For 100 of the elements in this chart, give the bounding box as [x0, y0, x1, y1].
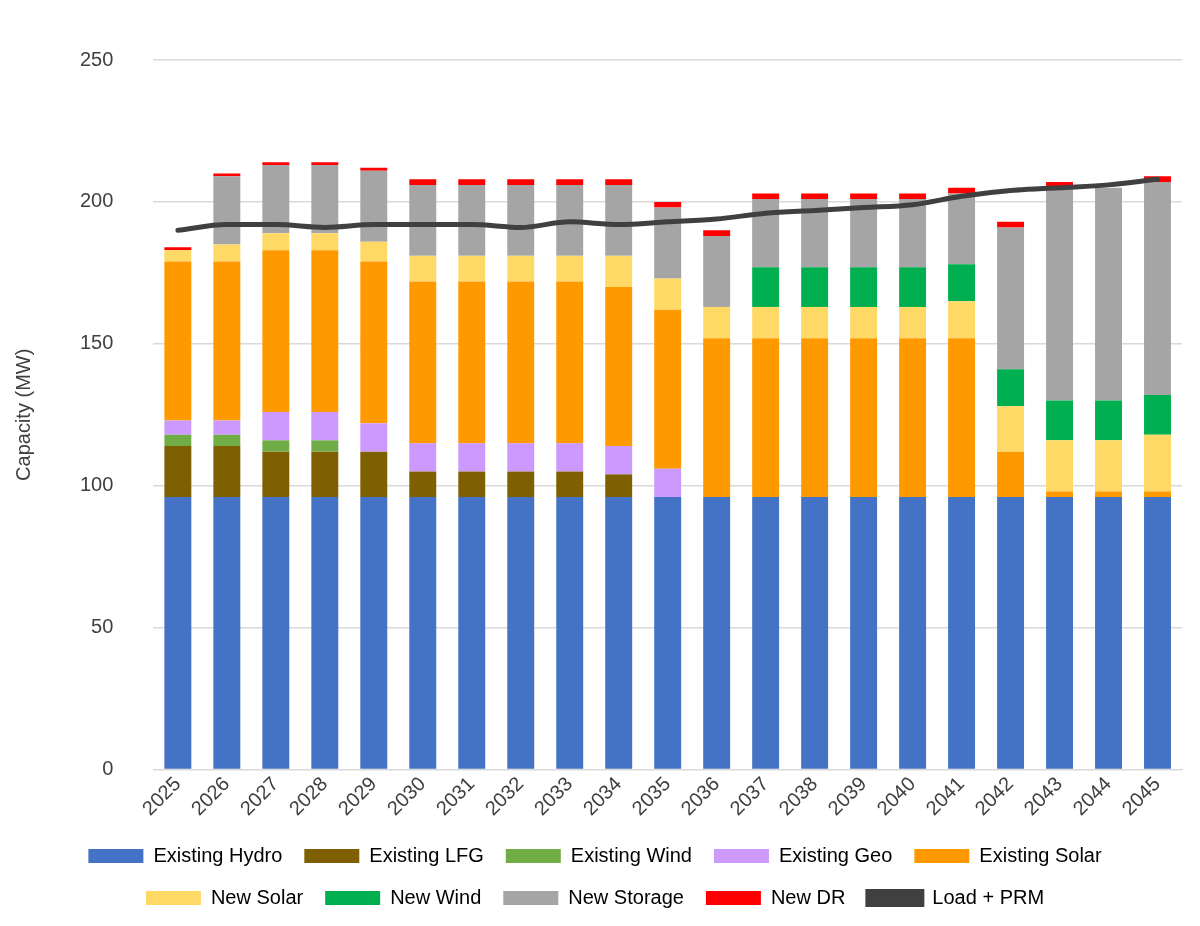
bar	[262, 250, 290, 412]
bar	[899, 338, 927, 498]
bar	[899, 199, 927, 268]
bar	[409, 179, 437, 185]
bar	[213, 176, 241, 245]
bar	[556, 497, 584, 769]
bar	[556, 184, 584, 256]
bar	[1095, 187, 1122, 401]
bar	[752, 497, 780, 769]
bar	[164, 434, 192, 447]
bar	[850, 306, 878, 339]
bar	[1046, 497, 1074, 769]
bar	[654, 468, 682, 498]
bar	[164, 250, 192, 262]
bar	[703, 230, 731, 236]
bar	[360, 423, 388, 452]
bar	[948, 193, 976, 265]
bar	[752, 267, 780, 307]
bar	[899, 306, 927, 339]
bar	[311, 250, 339, 412]
legend-label: Existing Solar	[979, 843, 1102, 866]
bar	[458, 497, 486, 769]
bar	[262, 451, 290, 498]
bar	[311, 440, 339, 452]
bar	[801, 306, 829, 339]
bar	[605, 184, 633, 256]
legend-label: New Solar	[210, 885, 304, 908]
bar	[360, 451, 388, 498]
bar	[213, 434, 241, 447]
y-tick-label: 150	[79, 331, 114, 354]
bar	[997, 497, 1025, 769]
bar	[262, 411, 290, 441]
bar	[507, 179, 535, 185]
bar	[1144, 497, 1171, 769]
bar	[948, 338, 976, 498]
bar	[850, 338, 878, 498]
legend-label: Existing Wind	[570, 843, 692, 866]
bar	[801, 338, 829, 498]
bar	[164, 420, 192, 435]
bar	[164, 247, 192, 251]
bar	[409, 184, 437, 256]
bar	[752, 199, 780, 268]
bar	[1095, 491, 1122, 498]
bar	[507, 255, 535, 282]
bar	[1095, 400, 1122, 441]
bar	[1144, 491, 1171, 498]
bar	[801, 199, 829, 268]
y-tick-label: 100	[79, 473, 114, 496]
bar	[311, 497, 339, 769]
bar	[801, 267, 829, 307]
bar	[605, 287, 633, 447]
bar	[507, 443, 535, 472]
bar	[458, 184, 486, 256]
bar	[997, 227, 1025, 370]
bar	[360, 241, 388, 262]
bar	[654, 497, 682, 769]
bar	[458, 179, 486, 185]
bar	[409, 471, 437, 498]
y-tick-label: 0	[102, 757, 114, 780]
legend-label: Existing LFG	[369, 843, 484, 866]
bar	[850, 267, 878, 307]
legend-label: Existing Hydro	[153, 843, 283, 866]
bar	[409, 255, 437, 282]
bar	[262, 233, 290, 251]
bar	[262, 165, 290, 234]
y-tick-label: 200	[79, 189, 114, 212]
bar	[654, 309, 682, 469]
bar	[801, 497, 829, 769]
bar	[1046, 400, 1074, 441]
bar	[605, 446, 633, 475]
y-axis-title: Capacity (MW)	[11, 348, 34, 481]
bar	[997, 451, 1025, 498]
bar	[311, 233, 339, 251]
bar	[948, 497, 976, 769]
bar	[507, 471, 535, 498]
bar	[311, 451, 339, 498]
bar	[213, 446, 241, 498]
legend-label: New DR	[770, 885, 846, 908]
bar	[164, 497, 192, 769]
bar	[262, 440, 290, 452]
bar	[409, 281, 437, 444]
legend-label: New Wind	[390, 885, 482, 908]
bar	[311, 165, 339, 234]
bar	[850, 199, 878, 268]
legend-label: Load + PRM	[932, 885, 1045, 908]
bar	[1046, 440, 1074, 492]
bar	[360, 497, 388, 769]
bar	[1144, 182, 1171, 395]
bar	[262, 162, 290, 166]
bar	[850, 193, 878, 200]
bar	[1046, 187, 1074, 401]
bar	[654, 278, 682, 310]
bar	[997, 406, 1025, 452]
bar	[899, 193, 927, 200]
bar	[1095, 440, 1122, 492]
bar	[311, 411, 339, 441]
bar	[409, 443, 437, 472]
bar	[703, 338, 731, 498]
bar	[752, 306, 780, 339]
bar	[507, 281, 535, 444]
